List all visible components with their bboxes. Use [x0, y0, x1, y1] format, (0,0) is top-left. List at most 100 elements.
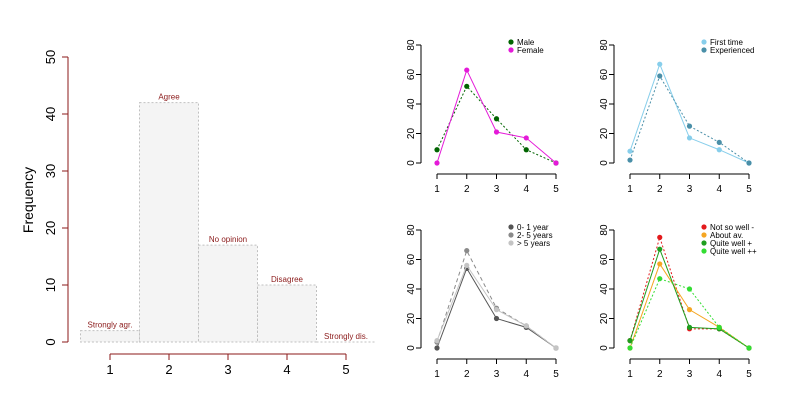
data-point	[553, 345, 559, 351]
legend-marker	[508, 232, 514, 238]
x-tick-label: 3	[494, 369, 500, 380]
data-point	[686, 324, 693, 330]
y-tick-label: 60	[599, 69, 610, 81]
x-tick-label: 1	[434, 369, 440, 380]
series-line	[629, 62, 750, 164]
legend-marker	[508, 224, 514, 230]
x-tick-label: 2	[464, 184, 470, 195]
data-point	[434, 345, 440, 351]
y-tick-label: 20	[406, 128, 417, 140]
data-point	[657, 246, 663, 252]
data-point	[553, 160, 559, 166]
legend-marker	[701, 240, 707, 246]
x-tick-label: 5	[553, 369, 559, 380]
y-tick-label: 20	[406, 313, 417, 325]
data-point	[493, 307, 500, 313]
legend-label: Quite well +	[710, 239, 752, 248]
x-tick-label: 3	[687, 369, 693, 380]
data-point	[523, 323, 529, 329]
x-tick-label: 5	[746, 184, 752, 195]
y-tick-label: 60	[599, 254, 610, 266]
legend-label: Quite well ++	[710, 247, 757, 256]
data-point	[657, 276, 663, 282]
legend-label: First time	[710, 38, 743, 47]
legend-label: 0- 1 year	[517, 223, 549, 232]
legend-label: Not so well -	[710, 223, 754, 232]
y-tick-label: 40	[599, 283, 610, 295]
data-point	[716, 147, 722, 153]
y-tick-label: 80	[599, 39, 610, 51]
frequency-bar-chart: 0 10 20 30 40 50 Frequency 1 2 3 4 5 Strongly agr. Ag…	[20, 50, 376, 377]
x-tick-label: 3	[494, 184, 500, 195]
bar	[80, 330, 140, 343]
y-tick-label: 60	[406, 69, 417, 81]
data-point	[627, 338, 633, 344]
data-point	[716, 324, 722, 330]
data-point	[464, 83, 470, 89]
legend-marker	[701, 232, 707, 238]
y-tick-label: 0	[43, 338, 58, 345]
legend-marker	[701, 47, 707, 53]
legend-marker	[508, 39, 514, 45]
legend-marker	[701, 224, 707, 230]
x-tick-label: 1	[434, 184, 440, 195]
y-tick-label: 0	[599, 345, 610, 351]
data-point	[434, 160, 440, 166]
x-tick-label: 1	[627, 369, 633, 380]
data-point	[464, 248, 470, 254]
data-point	[657, 261, 663, 267]
y-tick-label: 40	[599, 98, 610, 110]
data-point	[493, 129, 500, 135]
data-point	[716, 139, 722, 145]
y-tick-label: 40	[406, 283, 417, 295]
x-tick-label: 5	[553, 184, 559, 195]
data-point	[686, 286, 693, 292]
y-tick-label: 40	[406, 98, 417, 110]
y-tick-label: 40	[43, 107, 58, 121]
y-tick-label: 80	[599, 224, 610, 236]
data-point	[657, 73, 663, 79]
data-point	[627, 157, 633, 163]
data-point	[746, 160, 752, 166]
x-tick-label: 5	[342, 362, 349, 377]
x-tick-label: 3	[687, 184, 693, 195]
legend-label: About av.	[710, 231, 743, 240]
legend-marker	[508, 47, 514, 53]
x-tick-label: 4	[716, 184, 722, 195]
legend-marker	[701, 39, 707, 45]
data-point	[434, 147, 440, 153]
bar-label: Strongly dis.	[324, 332, 368, 341]
x-tick-label: 2	[165, 362, 172, 377]
data-point	[627, 148, 633, 154]
legend-label: Experienced	[710, 46, 754, 55]
bar-label: No opinion	[209, 235, 247, 244]
x-tick-label: 2	[657, 369, 663, 380]
x-tick-label: 5	[746, 369, 752, 380]
y-tick-label: 0	[406, 345, 417, 351]
x-tick-label: 4	[283, 362, 290, 377]
legend-label: Female	[517, 46, 544, 55]
data-point	[493, 116, 500, 122]
y-tick-label: 30	[43, 164, 58, 178]
series-line	[436, 85, 557, 164]
y-tick-label: 50	[43, 50, 58, 64]
legend-label: 2- 5 years	[517, 231, 553, 240]
y-tick-label: 20	[599, 313, 610, 325]
y-axis-title: Frequency	[20, 167, 36, 233]
bar	[198, 244, 258, 343]
x-tick-label: 2	[464, 369, 470, 380]
bar-label: Strongly agr.	[88, 321, 133, 330]
x-tick-label: 1	[627, 184, 633, 195]
bar	[257, 284, 317, 343]
series-line	[629, 74, 750, 164]
legend-marker	[701, 248, 707, 254]
data-point	[523, 135, 529, 141]
x-tick-label: 4	[523, 369, 529, 380]
y-tick-label: 0	[599, 160, 610, 166]
legend-marker	[508, 240, 514, 246]
y-tick-label: 20	[599, 128, 610, 140]
x-tick-label: 3	[224, 362, 231, 377]
data-point	[686, 307, 693, 313]
